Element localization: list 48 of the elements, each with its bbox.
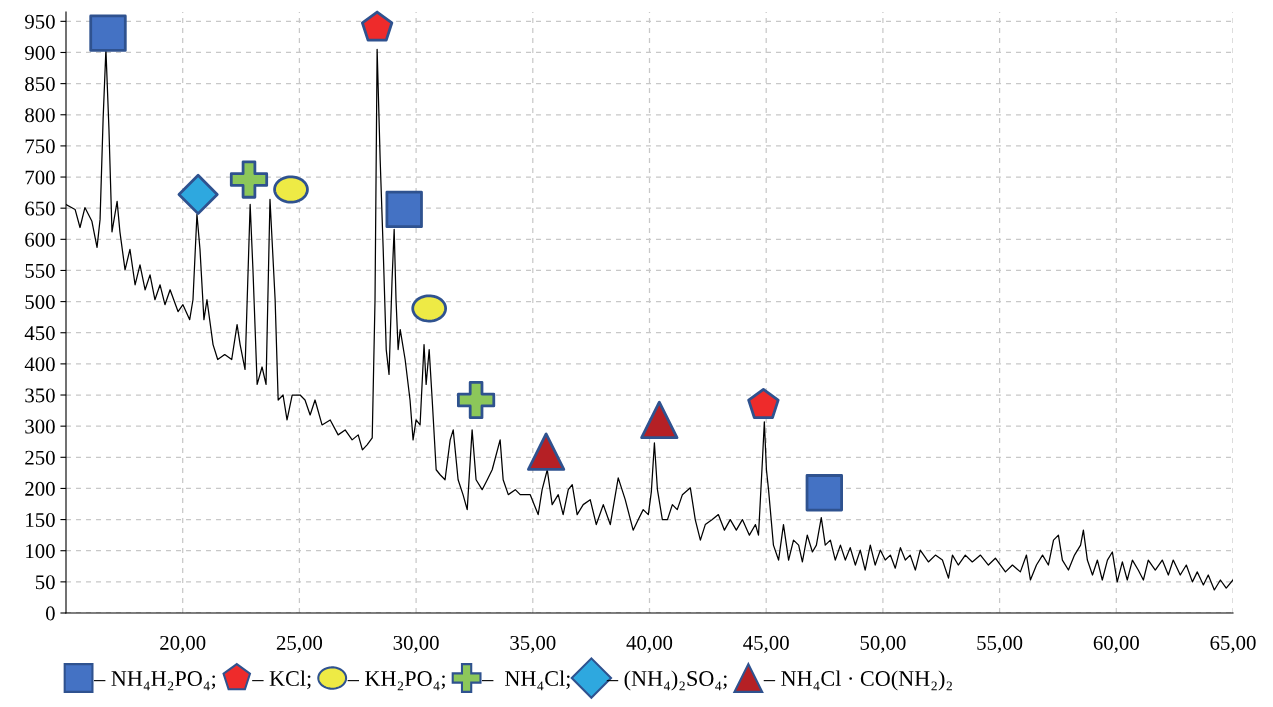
y-tick-label: 350 [25, 388, 55, 403]
y-tick-label: 200 [25, 481, 55, 496]
y-tick-label: 500 [25, 294, 55, 310]
point [229, 160, 269, 199]
point [456, 380, 496, 420]
y-tick-label: 450 [24, 326, 55, 341]
y-tick-label: 50 [35, 575, 55, 590]
y-tick-label: 300 [25, 419, 55, 434]
y-tick-label: 800 [25, 108, 55, 123]
point [273, 175, 309, 204]
point [89, 14, 127, 52]
x-tick-label: 35,00 [510, 635, 556, 653]
legend-label: – NH₄Cl · CO(NH₂)₂ [763, 670, 952, 691]
point [747, 388, 780, 419]
point [385, 190, 423, 229]
point [411, 294, 447, 323]
y-tick-label: 250 [25, 450, 55, 465]
legend-label: – (NH₄)₂SO₄; [606, 670, 727, 691]
legend-label: – KH₂PO₄; [347, 671, 445, 691]
x-tick-label: 25,00 [276, 635, 323, 653]
x-tick-label: 20,00 [160, 635, 206, 653]
legend-label: – NH₄H₂PO₄; [93, 671, 216, 691]
y-tick-label: 950 [25, 14, 55, 29]
legend-label: – NH₄Cl; [482, 670, 570, 691]
y-tick-label: 900 [25, 45, 55, 60]
point [360, 10, 394, 42]
x-tick-label: 60,00 [1093, 635, 1139, 653]
x-tick-label: 40,00 [626, 635, 673, 653]
x-tick-label: 50,00 [860, 635, 906, 653]
y-tick-label: 150 [26, 512, 55, 528]
y-tick-label: 100 [26, 544, 55, 559]
legend-label: – KCl; [252, 670, 311, 690]
x-tick-label: 45,00 [743, 635, 789, 653]
x-tick-label: 30,00 [393, 635, 439, 653]
y-tick-label: 700 [25, 170, 55, 185]
y-tick-label: 850 [25, 77, 55, 92]
y-tick-label: 400 [24, 357, 55, 372]
y-tick-label: 0 [45, 606, 55, 621]
y-tick-label: 750 [25, 139, 55, 154]
point [527, 432, 566, 471]
point [805, 474, 843, 512]
y-tick-label: 600 [25, 232, 55, 247]
x-tick-label: 55,00 [977, 635, 1023, 653]
point [640, 400, 679, 440]
y-tick-label: 650 [25, 201, 55, 216]
point [177, 173, 219, 216]
y-tick-label: 550 [25, 263, 55, 278]
x-tick-label: 65,00 [1210, 635, 1256, 653]
